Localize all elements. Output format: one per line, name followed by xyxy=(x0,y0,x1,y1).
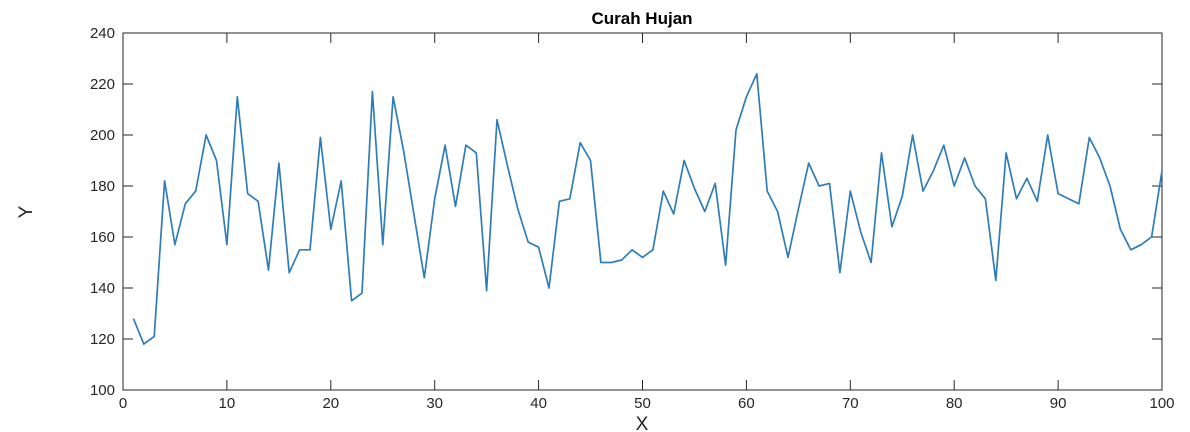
y-tick-labels: 100 120 140 160 180 200 220 240 xyxy=(90,25,115,399)
y-tick-label: 120 xyxy=(90,331,115,348)
plot-area xyxy=(122,32,1163,391)
y-tick-label: 100 xyxy=(90,382,115,399)
x-tick-label: 70 xyxy=(842,395,859,412)
x-tick-label: 20 xyxy=(322,395,339,412)
y-tick-label: 240 xyxy=(90,25,115,42)
x-tick-label: 90 xyxy=(1050,395,1067,412)
x-tick-label: 80 xyxy=(946,395,963,412)
y-tick-label: 200 xyxy=(90,127,115,144)
y-tick-label: 160 xyxy=(90,229,115,246)
x-tick-label: 60 xyxy=(738,395,755,412)
x-tick-labels: 0 10 20 30 40 50 60 70 80 90 100 xyxy=(119,395,1175,412)
x-tick-label: 30 xyxy=(426,395,443,412)
x-tick-label: 40 xyxy=(530,395,547,412)
x-tick-label: 10 xyxy=(219,395,236,412)
y-tick-label: 140 xyxy=(90,280,115,297)
x-tick-label: 100 xyxy=(1149,395,1174,412)
x-tick-label: 0 xyxy=(119,395,127,412)
y-tick-label: 220 xyxy=(90,76,115,93)
y-tick-label: 180 xyxy=(90,178,115,195)
series-line xyxy=(132,72,1163,345)
chart-title: Curah Hujan xyxy=(591,9,692,28)
y-axis-label: Y xyxy=(16,205,37,218)
x-axis-label: X xyxy=(636,414,649,432)
axis-ticks xyxy=(122,32,1163,391)
x-tick-label: 50 xyxy=(634,395,651,412)
